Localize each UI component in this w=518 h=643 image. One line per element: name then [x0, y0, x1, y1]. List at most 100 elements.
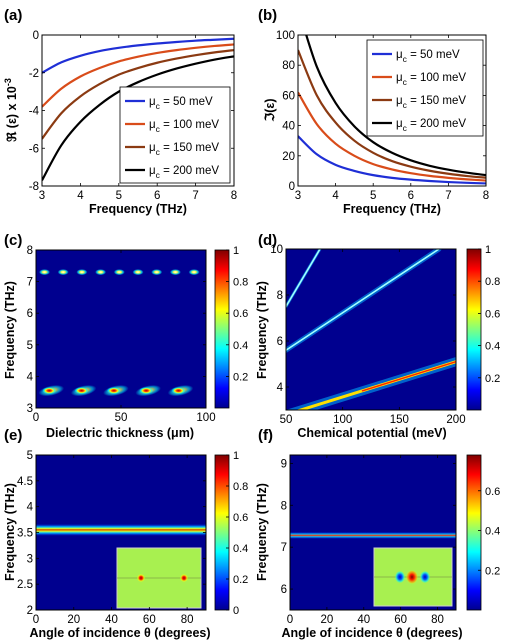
panel-c-resonance-spot-upper	[132, 269, 144, 276]
panel-b-series-line-0	[298, 135, 486, 185]
panel-c-resonance-spot-upper	[95, 269, 107, 276]
panel-e-xtick-label: 40	[105, 614, 118, 626]
panel-a-xtick-label: 8	[231, 190, 237, 202]
panel-f-colorbar	[466, 454, 482, 611]
panel-a-ytick-label: -4	[29, 106, 40, 118]
panel-f-xtick-label: 80	[431, 614, 444, 626]
panel-c-resonance-spot-upper	[39, 269, 50, 276]
panel-d-colorbar-label: 1	[485, 244, 491, 256]
panel-e-resonance-band	[36, 523, 206, 536]
panel-e-colorbar	[214, 454, 230, 611]
panel-b-legend-entry-0: μc = 50 meV	[396, 49, 460, 64]
panel-c-ylabel: Frequency (THz)	[3, 281, 17, 379]
panel-b-xtick-label: 5	[370, 190, 376, 202]
panel-c-resonance-spot-upper	[188, 269, 200, 276]
panel-c-ytick-label: 4	[27, 371, 34, 383]
panel-a-legend-entry-1: μc = 100 meV	[149, 119, 219, 134]
panel-d-colorbar-label: 0.8	[485, 276, 500, 288]
panel-c-resonance-spot-upper	[57, 269, 69, 276]
panel-e-colorbar-label: 0.6	[233, 512, 248, 524]
panel-c-xtick-label: 100	[196, 412, 215, 424]
panel-c-resonance-spot-upper	[169, 269, 181, 276]
panel-b-axes-box	[297, 34, 487, 187]
panel-c-ytick-label: 5	[27, 340, 33, 352]
panel-b-ytick-label: 0	[289, 181, 295, 193]
panel-a-ytick-label: -8	[29, 181, 39, 193]
panel-f-ytick-label: 8	[281, 500, 287, 512]
panel-label-a: (a)	[4, 7, 22, 24]
panel-c-ytick-label: 7	[27, 277, 33, 289]
panel-c-resonance-spot-lower	[74, 387, 89, 395]
panel-b-xtick-label: 6	[408, 190, 414, 202]
panel-f-colorbar-label: 0.2	[485, 565, 500, 577]
panel-a-ytick-label: 0	[33, 30, 39, 42]
panel-e-field-inset	[116, 547, 202, 609]
panel-f-xtick-label: 40	[357, 614, 370, 626]
panel-e-ytick-label: 4	[27, 502, 34, 514]
panel-b-xtick-label: 3	[295, 190, 301, 202]
panel-d-heatmap-chemical-potential: 50 100 150 200 4 6 8 10 0.2 0.4 0.6 0.8 1 Chemical …	[255, 244, 500, 440]
panel-a-legend: μc = 50 meV μc = 100 meV μc = 150 meV μc = …	[119, 86, 231, 184]
panel-f-resonance-band	[290, 531, 456, 539]
panel-f-heatmap-angle: 0 20 40 60 80 6 7 8 9 0.2 0.4 0.6 Angle of inciden…	[255, 454, 500, 640]
panel-a-xtick-label: 4	[77, 190, 84, 202]
panel-d-mode-line-2	[286, 249, 321, 308]
panel-c-colorbar-label: 0.8	[233, 277, 248, 289]
panel-d-colorbar	[466, 248, 482, 411]
panel-c-resonance-spot-lower	[139, 387, 154, 395]
panel-c-colorbar-label: 0.6	[233, 308, 248, 320]
panel-b-xtick-label: 8	[483, 190, 489, 202]
panel-f-colorbar-label: 0.4	[485, 526, 500, 538]
panel-e-xlabel: Angle of incidence θ (degrees)	[29, 626, 210, 640]
panel-f-xtick-label: 60	[394, 614, 407, 626]
panel-d-xtick-label: 200	[446, 414, 465, 426]
panel-e-heatmap-angle: 0 20 40 60 80 2 2.5 3 3.5 4 4.5 5 0 0.2 0.4 0.6 0.8 1 An…	[3, 450, 248, 640]
panel-c-xlabel: Dielectric thickness (μm)	[46, 426, 194, 440]
panel-a-series-line-0	[42, 37, 234, 74]
panel-b-ytick-label: 20	[282, 151, 295, 163]
panel-e-colorbar-label: 0.8	[233, 481, 248, 493]
panel-a-series-line-1	[42, 43, 234, 108]
panel-d-colorbar-label: 0.6	[485, 308, 500, 320]
panel-label-f: (f)	[258, 427, 273, 444]
panel-b-xlabel: Frequency (THz)	[343, 202, 441, 216]
panel-e-colorbar-label: 0.4	[233, 543, 248, 555]
panel-d-ylabel: Frequency (THz)	[255, 281, 269, 379]
panel-b-legend-entry-1: μc = 100 meV	[396, 72, 466, 87]
panel-label-d: (d)	[258, 232, 277, 249]
panel-d-xtick-label: 150	[390, 414, 409, 426]
panel-f-ylabel: Frequency (THz)	[255, 483, 269, 581]
panel-c-colorbar	[214, 249, 230, 409]
panel-e-ytick-label: 3.5	[17, 528, 33, 540]
panel-e-ytick-label: 3	[27, 553, 33, 565]
panel-c-resonance-spot-upper	[113, 269, 125, 276]
panel-c-ytick-label: 8	[27, 245, 33, 257]
panel-d-colorbar-label: 0.4	[485, 341, 500, 353]
panel-b-legend-entry-3: μc = 200 meV	[396, 118, 466, 133]
panel-a-xtick-label: 5	[116, 190, 122, 202]
panel-a-xlabel: Frequency (THz)	[89, 202, 187, 216]
panel-b-ytick-label: 100	[276, 30, 295, 42]
panel-c-resonance-spot-upper	[76, 269, 88, 276]
panel-label-e: (e)	[4, 427, 22, 444]
panel-c-resonance-spot-lower	[171, 387, 186, 395]
panel-f-ytick-label: 7	[281, 542, 287, 554]
panel-e-colorbar-label: 0.2	[233, 574, 248, 586]
panel-d-mode-core-0	[361, 361, 456, 392]
panel-b-ylabel: ℑ(ε)	[263, 99, 277, 123]
panel-f-xlabel: Angle of incidence θ (degrees)	[281, 626, 462, 640]
panel-a-ylabel-base: ℜ (ε) x 10	[5, 86, 19, 142]
panel-e-colorbar-label: 0	[233, 605, 239, 617]
panel-f-ytick-label: 6	[281, 584, 287, 596]
panel-d-colorbar-label: 0.2	[485, 373, 500, 385]
panel-d-ytick-label: 8	[277, 290, 283, 302]
panel-f-field-inset	[373, 547, 453, 607]
panel-c-resonance-spot-upper	[151, 269, 163, 276]
panel-b-legend: μc = 50 meV μc = 100 meV μc = 150 meV μc = …	[366, 39, 484, 137]
panel-c-colorbar-label: 0.2	[233, 371, 248, 383]
panel-c-plot-background	[36, 250, 206, 408]
panel-b-series-line-1	[298, 91, 486, 182]
panel-a-ylabel: ℜ (ε) x 10-3	[3, 78, 19, 142]
panel-b-ytick-label: 60	[282, 90, 295, 102]
panel-d-xtick-label: 100	[333, 414, 352, 426]
